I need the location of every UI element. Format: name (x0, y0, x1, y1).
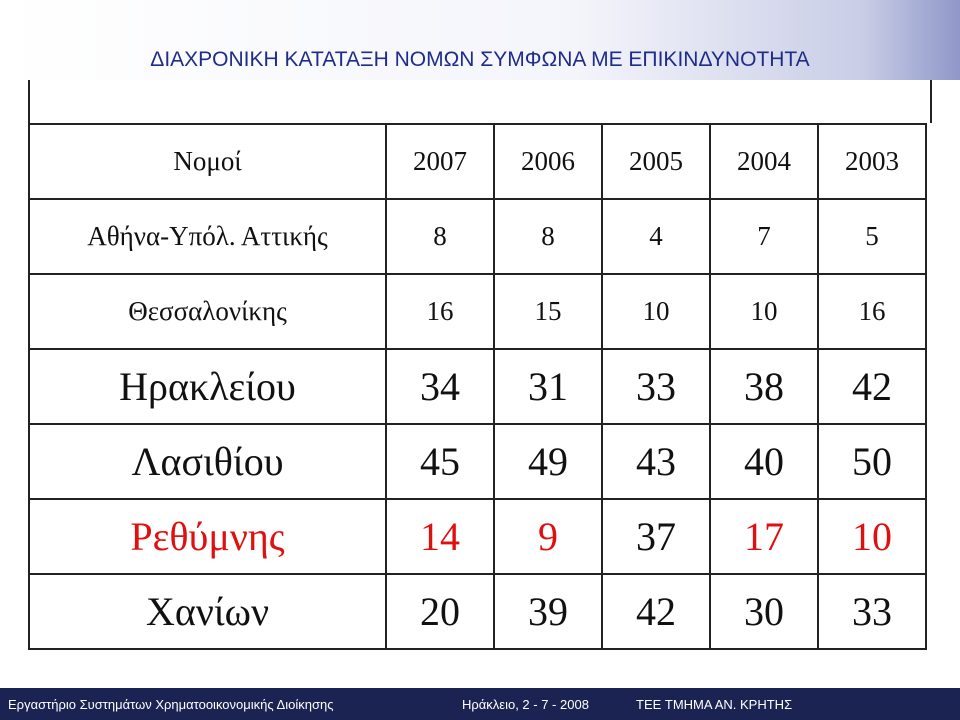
footer-lab: Εργαστήριο Συστημάτων Χρηματοοικονομικής… (8, 697, 334, 712)
row: Ηρακλείου 34 31 33 38 42 (28, 348, 927, 425)
rank: 10 (709, 273, 819, 350)
rank: 16 (817, 273, 927, 350)
row: Λασιθίου 45 49 43 40 50 (28, 423, 927, 500)
rank: 17 (709, 498, 819, 575)
rank: 37 (601, 498, 711, 575)
rank: 14 (385, 498, 495, 575)
footer-org: TEE ΤΜΗΜΑ ΑΝ. ΚΡΗΤΗΣ (636, 697, 793, 712)
rank: 45 (385, 423, 495, 500)
rank: 7 (709, 198, 819, 275)
rank: 49 (493, 423, 603, 500)
header-cell: 2005 (601, 123, 711, 200)
rank: 42 (817, 348, 927, 425)
header-cell: Νομοί (28, 123, 387, 200)
footer: Εργαστήριο Συστημάτων Χρηματοοικονομικής… (0, 688, 960, 720)
ranking-table: Νομοί 2007 2006 2005 2004 2003 Αθήνα-Υπό… (28, 123, 927, 650)
slide-title: ΔΙΑΧΡΟΝΙΚΗ ΚΑΤΑΤΑΞΗ ΝΟΜΩΝ ΣΥΜΦΩΝΑ ΜΕ ΕΠΙ… (150, 48, 810, 71)
rank: 31 (493, 348, 603, 425)
row: Ρεθύμνης 14 9 37 17 10 (28, 498, 927, 575)
prefecture: Λασιθίου (28, 423, 387, 500)
footer-date: Ηράκλειο, 2 - 7 - 2008 (462, 697, 589, 712)
header-cell: 2006 (493, 123, 603, 200)
rank: 15 (493, 273, 603, 350)
rank: 10 (601, 273, 711, 350)
header-cell: 2003 (817, 123, 927, 200)
title-bar (0, 0, 960, 80)
prefecture: Αθήνα-Υπόλ. Αττικής (28, 198, 387, 275)
prefecture: Ρεθύμνης (28, 498, 387, 575)
row: Θεσσαλονίκης 16 15 10 10 16 (28, 273, 927, 350)
prefecture: Ηρακλείου (28, 348, 387, 425)
rank: 8 (493, 198, 603, 275)
rank: 33 (601, 348, 711, 425)
rank: 43 (601, 423, 711, 500)
rank: 33 (817, 573, 927, 650)
rank: 10 (817, 498, 927, 575)
header-cell: 2007 (385, 123, 495, 200)
rank: 16 (385, 273, 495, 350)
rank: 4 (601, 198, 711, 275)
rank: 42 (601, 573, 711, 650)
rank: 34 (385, 348, 495, 425)
rank: 9 (493, 498, 603, 575)
row: Αθήνα-Υπόλ. Αττικής 8 8 4 7 5 (28, 198, 927, 275)
rank: 50 (817, 423, 927, 500)
prefecture: Χανίων (28, 573, 387, 650)
header-cell: 2004 (709, 123, 819, 200)
rank: 38 (709, 348, 819, 425)
rank: 8 (385, 198, 495, 275)
header-row: Νομοί 2007 2006 2005 2004 2003 (28, 123, 927, 200)
rank: 20 (385, 573, 495, 650)
rank: 5 (817, 198, 927, 275)
rank: 39 (493, 573, 603, 650)
prefecture: Θεσσαλονίκης (28, 273, 387, 350)
rank: 40 (709, 423, 819, 500)
table-frame (28, 80, 932, 123)
rank: 30 (709, 573, 819, 650)
row: Χανίων 20 39 42 30 33 (28, 573, 927, 650)
